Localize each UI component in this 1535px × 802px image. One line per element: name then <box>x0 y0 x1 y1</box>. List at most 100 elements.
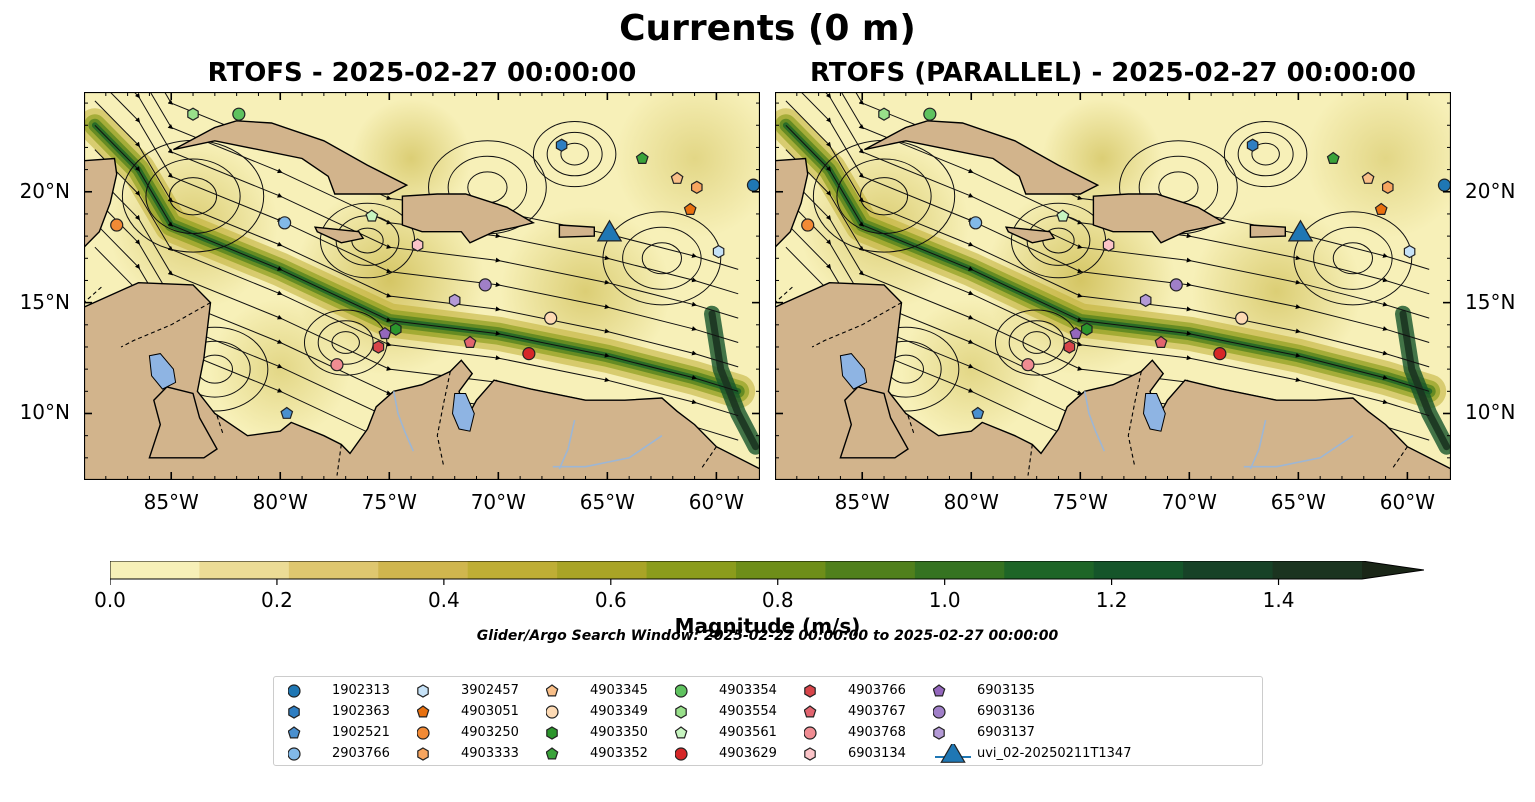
legend-marker-1902521 <box>288 726 301 739</box>
platform-marker-2903766 <box>278 216 292 230</box>
legend-label: 4903766 <box>848 683 906 698</box>
colorbar-segment <box>288 561 379 579</box>
platform-marker-4903561 <box>365 209 379 222</box>
legend-label: 1902313 <box>332 683 390 698</box>
lake <box>839 353 868 390</box>
lon-tick-label: 70°W <box>1161 490 1217 514</box>
lat-tick-label: 10°N <box>19 400 70 425</box>
platform-marker-4903561 <box>1056 209 1070 222</box>
platform-marker-4903352 <box>1326 151 1340 165</box>
river <box>552 435 663 468</box>
legend-label: 4903333 <box>461 746 519 761</box>
legend-label: 4903629 <box>719 746 777 761</box>
land <box>558 224 595 238</box>
colorbar-segment <box>1272 561 1363 579</box>
river <box>1083 391 1106 452</box>
legend-marker-uvi_02-20250211T1347 <box>940 744 966 763</box>
river <box>1243 435 1354 468</box>
platform-marker-1902363 <box>555 138 568 152</box>
platform-marker-6903137 <box>1139 293 1152 308</box>
lat-tick-label: 20°N <box>1465 178 1516 203</box>
border <box>1027 444 1033 476</box>
lon-tick-label: 85°W <box>834 490 890 514</box>
legend-label: 4903352 <box>590 746 648 761</box>
border <box>216 415 225 436</box>
legend-label: 4903554 <box>719 704 777 719</box>
colorbar-tick-label: 0.4 <box>427 588 460 612</box>
border <box>120 302 211 348</box>
right-panel-title: RTOFS (PARALLEL) - 2025-02-27 00:00:00 <box>810 58 1416 88</box>
platform-marker-1902363 <box>1246 138 1259 152</box>
colorbar-tick-label: 0.8 <box>761 588 794 612</box>
lon-tick-label: 80°W <box>943 490 999 514</box>
land <box>148 386 218 459</box>
land <box>313 226 365 244</box>
land <box>1092 193 1227 244</box>
colorbar-tick-label: 1.2 <box>1095 588 1128 612</box>
colorbar-segment <box>199 561 290 579</box>
land <box>173 120 409 195</box>
lat-tick-label: 10°N <box>1465 400 1516 425</box>
platform-marker-4903250 <box>801 218 815 232</box>
legend-label: 3902457 <box>461 683 519 698</box>
legend-label: uvi_02-20250211T1347 <box>977 746 1132 761</box>
legend-marker-1902313 <box>288 684 301 698</box>
colorbar-segment <box>467 561 558 579</box>
lon-tick-label: 70°W <box>470 490 526 514</box>
colorbar-segment <box>110 561 200 579</box>
colorbar-tick-label: 1.0 <box>928 588 961 612</box>
land <box>84 281 760 480</box>
lake <box>1142 393 1166 432</box>
legend-marker-6903134 <box>804 747 816 761</box>
platform-marker-4903350 <box>1081 322 1093 336</box>
land <box>401 193 536 244</box>
platform-marker-6903136 <box>1169 278 1183 292</box>
legend-marker-4903629 <box>675 747 688 761</box>
legend-marker-4903250 <box>417 726 430 740</box>
river <box>558 419 576 470</box>
legend-label: 4903051 <box>461 704 519 719</box>
legend-label: 1902521 <box>332 725 390 740</box>
platform-marker-4903350 <box>390 322 402 336</box>
rtofs-map-panel <box>84 92 760 480</box>
legend-marker-6903135 <box>933 684 946 697</box>
legend-marker-4903561 <box>675 726 688 739</box>
border <box>907 415 916 436</box>
colorbar-tick-label: 0.0 <box>94 588 126 612</box>
legend-label: 4903767 <box>848 704 906 719</box>
colorbar-tick-label: 0.6 <box>594 588 627 612</box>
map-canvas <box>775 92 1451 480</box>
map-canvas <box>84 92 760 480</box>
legend-marker-4903349 <box>546 705 559 719</box>
lake <box>451 393 475 432</box>
legend-marker-3902457 <box>417 684 429 698</box>
colorbar <box>109 560 1425 591</box>
lat-tick-label: 20°N <box>19 178 70 203</box>
legend-label: 4903349 <box>590 704 648 719</box>
legend-marker-4903554 <box>675 705 687 719</box>
platform-marker-uvi_02-20250211T1347 <box>596 219 623 242</box>
platform-marker-6903134 <box>411 238 424 252</box>
border <box>811 302 902 348</box>
lon-tick-label: 60°W <box>1379 490 1435 514</box>
platform-marker-4903051 <box>683 202 697 216</box>
land <box>1249 224 1286 238</box>
platform-marker-4903768 <box>330 358 344 372</box>
platform-marker-6903134 <box>1102 238 1115 252</box>
platform-marker-4903333 <box>690 180 703 194</box>
platform-marker-6903135 <box>378 326 392 340</box>
colorbar-segment <box>736 561 826 579</box>
legend-label: 4903350 <box>590 725 648 740</box>
legend-marker-2903766 <box>288 747 301 761</box>
legend-marker-4903354 <box>675 684 688 698</box>
platform-marker-4903554 <box>878 107 890 121</box>
legend-marker-4903333 <box>417 747 429 761</box>
legend-label: 4903250 <box>461 725 519 740</box>
platform-marker-1902313 <box>746 178 760 192</box>
legend-label: 4903561 <box>719 725 777 740</box>
platform-marker-4903352 <box>635 151 649 165</box>
platform-marker-6903135 <box>1069 326 1083 340</box>
colorbar-segment <box>378 561 469 579</box>
river <box>1249 419 1267 470</box>
colorbar-segment <box>557 561 648 579</box>
